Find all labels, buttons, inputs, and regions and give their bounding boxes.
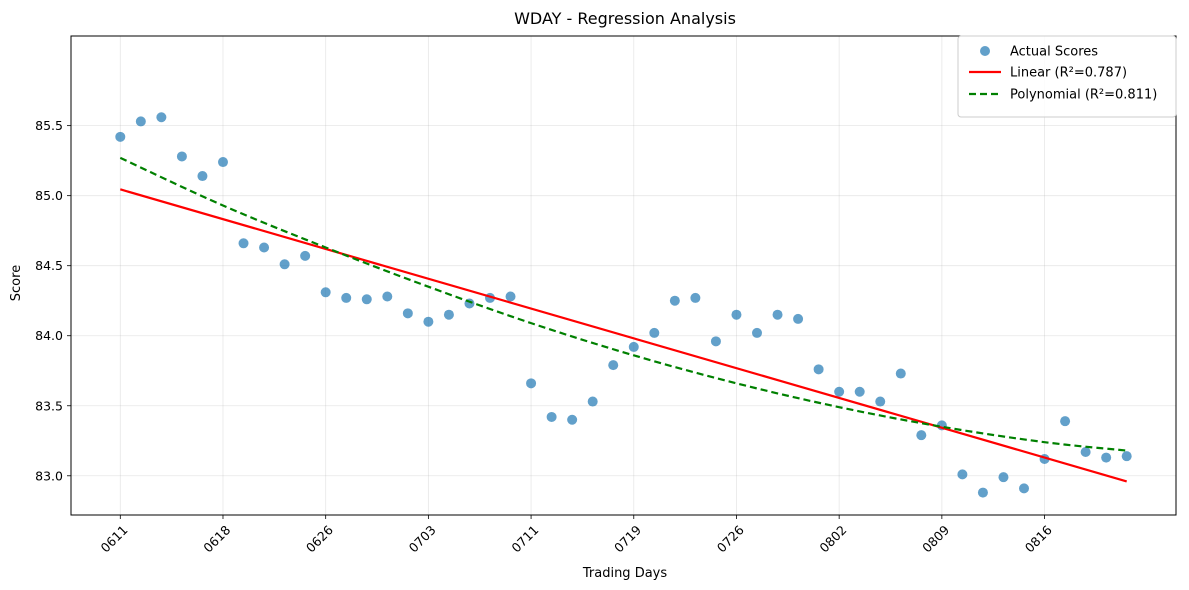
data-point [443, 309, 454, 320]
data-point [813, 364, 824, 375]
x-tick-label: 0809 [919, 522, 952, 555]
x-axis-ticks: 0611 0618 0626 0703 0711 0719 0726 0802 0809 0816 [98, 515, 1055, 555]
data-point [669, 295, 680, 306]
x-axis-label: Trading Days [582, 566, 667, 581]
data-point [279, 259, 290, 270]
data-point [977, 487, 988, 498]
data-point [567, 414, 578, 425]
y-tick-label: 85.0 [35, 188, 63, 203]
y-tick-label: 85.5 [35, 118, 63, 133]
data-point [546, 411, 557, 422]
data-point [1080, 446, 1091, 457]
data-point [1019, 483, 1030, 494]
plot-area [115, 112, 1132, 498]
chart-title: WDAY - Regression Analysis [514, 9, 736, 28]
data-point [217, 157, 228, 168]
data-point [649, 327, 660, 338]
polynomial-fit-curve [119, 156, 1127, 452]
data-point [690, 292, 701, 303]
data-point [361, 294, 372, 305]
data-point [916, 430, 927, 441]
data-point [197, 171, 208, 182]
data-point [402, 308, 413, 319]
legend-box [957, 35, 1177, 118]
data-point [834, 386, 845, 397]
x-tick-label: 0611 [98, 522, 131, 555]
legend: Actual Scores Linear (R²=0.787) Polynomi… [957, 35, 1177, 118]
grid [71, 36, 1176, 515]
data-point [259, 242, 270, 253]
data-point [772, 309, 783, 320]
data-point [505, 291, 516, 302]
y-tick-label: 83.5 [35, 398, 63, 413]
x-tick-label: 0626 [303, 522, 336, 555]
legend-label-polynomial: Polynomial (R²=0.811) [1010, 88, 1157, 103]
data-point [115, 131, 126, 142]
data-point [382, 291, 393, 302]
legend-label-actual: Actual Scores [1010, 45, 1098, 60]
x-tick-label: 0719 [611, 522, 644, 555]
data-point [895, 368, 906, 379]
legend-label-linear: Linear (R²=0.787) [1010, 66, 1127, 81]
data-point [587, 396, 598, 407]
data-point [423, 316, 434, 327]
data-point [957, 469, 968, 480]
x-tick-label: 0703 [406, 522, 439, 555]
y-tick-label: 84.5 [35, 258, 63, 273]
data-point [176, 151, 187, 162]
legend-marker-actual [980, 46, 990, 56]
data-point [628, 341, 639, 352]
data-point [793, 313, 804, 324]
data-point [238, 238, 249, 249]
x-tick-label: 0726 [714, 522, 747, 555]
data-point [1060, 416, 1071, 427]
data-point [464, 298, 475, 309]
x-tick-label: 0816 [1022, 522, 1055, 555]
data-point [752, 327, 763, 338]
y-axis-label: Score [9, 265, 24, 301]
data-point [135, 116, 146, 127]
data-point [526, 378, 537, 389]
x-tick-label: 0802 [816, 522, 849, 555]
linear-fit-line [119, 188, 1128, 483]
data-point [156, 112, 167, 123]
data-point [341, 292, 352, 303]
data-point [854, 386, 865, 397]
data-point [320, 287, 331, 298]
x-tick-label: 0711 [508, 522, 541, 555]
data-point [998, 472, 1009, 483]
data-point [875, 396, 886, 407]
plot-frame [70, 35, 1177, 516]
y-tick-label: 84.0 [35, 328, 63, 343]
x-tick-label: 0618 [200, 522, 233, 555]
y-tick-label: 83.0 [35, 468, 63, 483]
data-point [1101, 452, 1112, 463]
data-point [300, 250, 311, 261]
data-point [608, 360, 619, 371]
data-point [710, 336, 721, 347]
data-point [731, 309, 742, 320]
data-point [1121, 451, 1132, 462]
y-axis-ticks: 83.0 83.5 84.0 84.5 85.0 85.5 [35, 118, 71, 483]
